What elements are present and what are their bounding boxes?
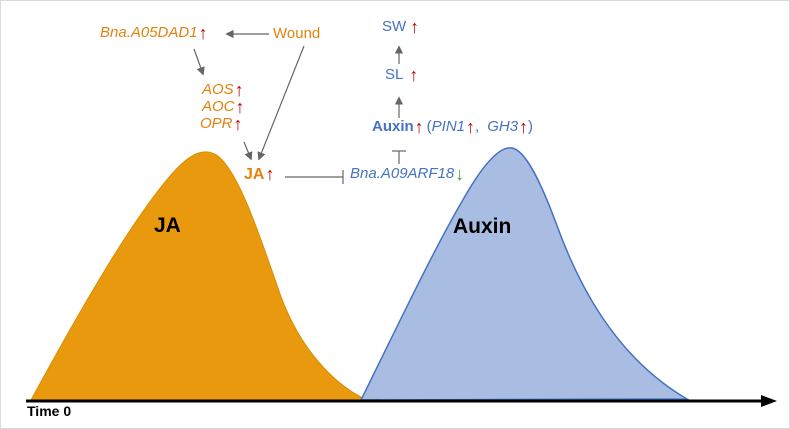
auxin-up-arrow-icon: ↑	[414, 117, 424, 137]
node-ja: JA ↑	[244, 164, 275, 184]
auxin-node-label: Auxin	[372, 118, 414, 135]
node-wound: Wound	[273, 25, 321, 43]
dad1-up-arrow-icon: ↑	[198, 23, 208, 43]
ja-node-label: JA	[244, 166, 265, 183]
node-auxin: Auxin ↑(PIN1 ↑, GH3 ↑)	[372, 117, 534, 137]
aos-up-arrow-icon: ↑	[234, 80, 244, 100]
sl-label: SL	[385, 66, 404, 83]
auxin-curve-label: Auxin	[453, 215, 512, 238]
pin1-up-arrow-icon: ↑	[466, 117, 476, 137]
arrow-wound-to-ja	[257, 45, 305, 161]
auxin-curve	[359, 147, 690, 401]
auxin-detail-open-paren: (	[426, 118, 432, 135]
sw-label: SW	[382, 18, 407, 35]
sw-up-arrow-icon: ↑	[410, 17, 420, 37]
aoc-gene-label: AOC	[202, 98, 235, 115]
node-aos: AOS ↑	[202, 80, 244, 100]
arf18-gene-label: Bna.A09ARF18	[350, 165, 455, 182]
node-sl: SL ↑	[385, 65, 419, 85]
opr-gene-label: OPR	[200, 115, 233, 132]
time-axis-label: Time 0	[27, 403, 72, 419]
node-aoc: AOC ↑	[202, 97, 245, 117]
time-axis-arrowhead	[761, 395, 777, 407]
auxin-detail-close-paren: )	[528, 118, 534, 135]
arf18-down-arrow-icon: ↓	[455, 164, 465, 184]
ja-curve	[30, 151, 368, 401]
arrow-opr-to-ja	[243, 141, 253, 161]
dad1-gene-label: Bna.A05DAD1	[100, 24, 198, 41]
node-arf18: Bna.A09ARF18 ↓	[350, 164, 465, 184]
sl-up-arrow-icon: ↑	[409, 65, 419, 85]
pin1-gene-label: PIN1	[431, 118, 466, 135]
gh3-gene-label: GH3	[487, 118, 519, 135]
aos-gene-label: AOS	[202, 81, 234, 98]
ja-up-arrow-icon: ↑	[265, 164, 275, 184]
aoc-up-arrow-icon: ↑	[235, 97, 245, 117]
wound-label: Wound	[273, 25, 321, 42]
node-opr: OPR ↑	[200, 114, 243, 134]
arrow-dad1-to-aos	[193, 48, 205, 76]
gh3-up-arrow-icon: ↑	[519, 117, 529, 137]
opr-up-arrow-icon: ↑	[233, 114, 243, 134]
node-sw: SW ↑	[382, 17, 420, 37]
auxin-detail-separator: ,	[475, 118, 480, 135]
node-dad1: Bna.A05DAD1 ↑	[100, 23, 208, 43]
ja-curve-label: JA	[154, 214, 181, 237]
